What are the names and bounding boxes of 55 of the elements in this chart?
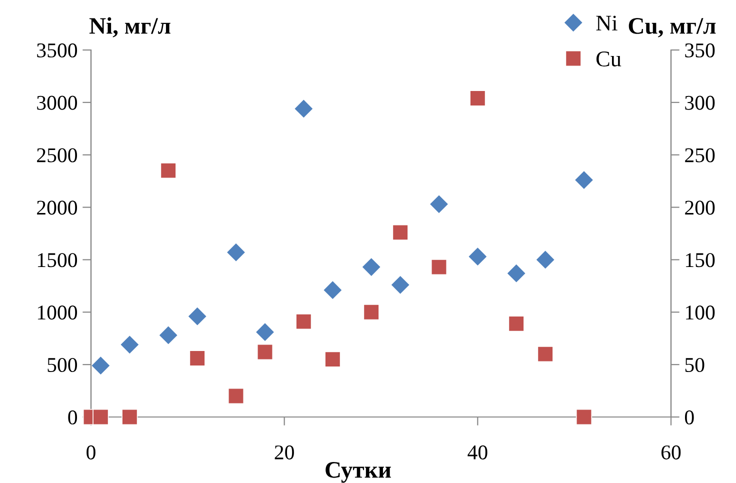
y2-tick-label: 200	[685, 200, 715, 215]
y2-tick-label: 250	[685, 148, 715, 162]
x-tick-label: 60	[661, 445, 681, 460]
y2-tick-label: 350	[685, 43, 715, 58]
x-axis-title: Сутки	[326, 462, 391, 483]
point	[256, 344, 274, 360]
point	[189, 350, 206, 366]
point	[120, 336, 138, 354]
point	[324, 281, 342, 299]
point	[392, 224, 408, 241]
point	[227, 244, 245, 262]
y-tick-label: 1000	[38, 306, 78, 320]
point	[92, 356, 110, 374]
point	[430, 258, 448, 276]
point	[537, 346, 554, 362]
point	[296, 314, 312, 330]
point	[576, 408, 592, 426]
point	[160, 326, 178, 344]
point	[392, 276, 410, 294]
y-tick-label: 2500	[37, 148, 78, 162]
y2-tick-label: 50	[685, 358, 704, 372]
point	[188, 308, 206, 326]
point	[363, 304, 380, 320]
y-axis-title: Ni, мг/л	[89, 17, 170, 38]
point	[536, 250, 554, 268]
y2-tick-label: 300	[685, 96, 715, 110]
y2-tick-label: 0	[684, 410, 694, 424]
y-tick-label: 3500	[37, 43, 78, 58]
point	[468, 248, 486, 266]
x-tick-label: 0	[86, 445, 96, 460]
point	[575, 171, 593, 189]
x-tick-label: 20	[274, 445, 294, 460]
y2-axis-title: Cu, мг/л	[628, 18, 716, 38]
point	[122, 408, 138, 426]
point	[228, 388, 244, 404]
y2-tick-label: 150	[686, 253, 715, 268]
point	[256, 323, 274, 341]
point	[470, 90, 486, 106]
y-tick-label: 1500	[38, 253, 78, 268]
point	[324, 351, 341, 368]
y-tick-label: 0	[68, 410, 78, 424]
legend-label: Cu	[596, 52, 622, 66]
point	[508, 316, 524, 332]
y-tick-label: 3000	[37, 96, 78, 110]
y2-tick-label: 100	[686, 306, 715, 320]
point	[508, 264, 526, 282]
point	[160, 162, 176, 179]
x-tick-label: 40	[468, 445, 488, 460]
point	[430, 195, 448, 213]
point	[294, 100, 312, 118]
y-tick-label: 2000	[37, 200, 78, 215]
y-tick-label: 500	[48, 358, 78, 372]
legend-label: Ni	[596, 16, 618, 30]
point	[92, 408, 109, 426]
point	[362, 258, 380, 276]
